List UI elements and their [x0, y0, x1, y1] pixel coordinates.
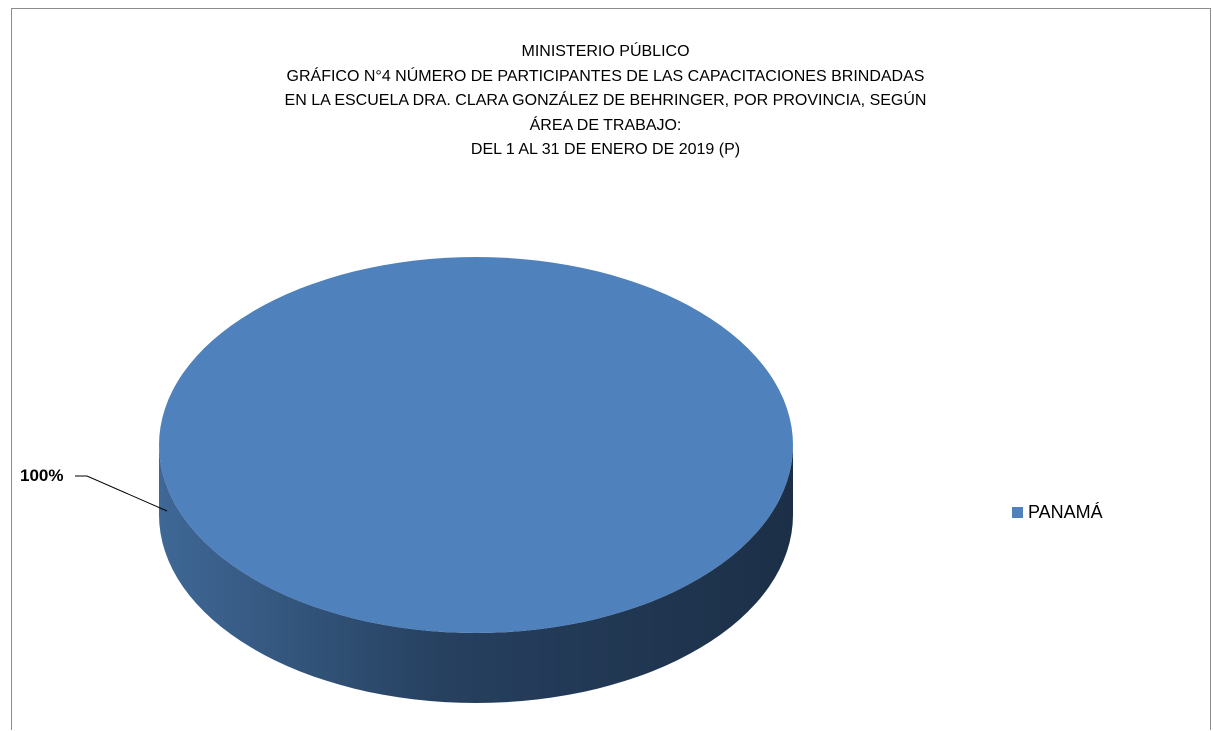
chart-frame	[11, 8, 1211, 730]
title-line: MINISTERIO PÚBLICO	[521, 43, 690, 60]
legend-label-panama: PANAMÁ	[1028, 502, 1103, 522]
legend: PANAMÁ	[1012, 502, 1103, 523]
pie-slice-side	[159, 445, 793, 703]
title-line: ÁREA DE TRABAJO:	[529, 116, 682, 134]
title-line: DEL 1 AL 31 DE ENERO DE 2019 (P)	[470, 141, 741, 158]
pie-slice-panama	[159, 257, 793, 633]
data-label: 100%	[20, 466, 63, 485]
title-line: EN LA ESCUELA DRA. CLARA GONZÁLEZ DE BEH…	[284, 92, 927, 109]
data-label-leader	[75, 475, 168, 512]
title-line: GRÁFICO N°4 NÚMERO DE PARTICIPANTES DE L…	[286, 67, 925, 85]
legend-swatch	[1012, 507, 1023, 518]
